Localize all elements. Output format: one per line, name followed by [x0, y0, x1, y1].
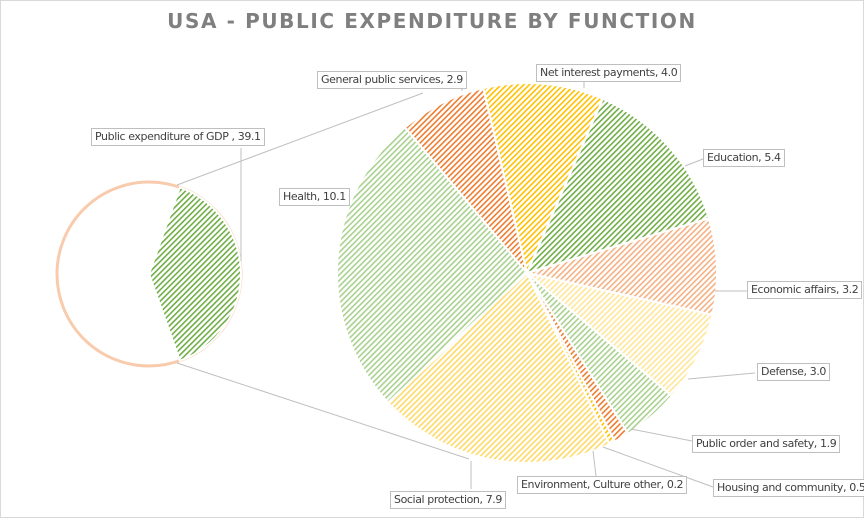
slice-education — [525, 97, 711, 275]
slice-public-expenditure-of-gdp — [147, 186, 242, 362]
slice-economic-affairs — [523, 216, 718, 317]
label-social-protection: Social protection, 7.9 — [390, 491, 506, 509]
primary-pie — [55, 180, 243, 368]
slice-social-protection — [386, 271, 611, 464]
label-housing-community: Housing and community, 0.5 — [713, 479, 864, 497]
label-public-order-safety: Public order and safety, 1.9 — [692, 435, 841, 453]
label-net-interest-payments: Net interest payments, 4.0 — [536, 64, 682, 82]
slice-net-interest-payments — [482, 82, 605, 277]
label-general-public-services: General public services, 2.9 — [317, 71, 467, 89]
label-public-expenditure: Public expenditure of GDP , 39.1 — [91, 128, 265, 146]
slice-health — [336, 126, 529, 404]
chart-title: USA - PUBLIC EXPENDITURE BY FUNCTION — [167, 9, 697, 33]
label-education: Education, 5.4 — [703, 149, 785, 167]
label-defense: Defense, 3.0 — [757, 363, 831, 381]
leader-lines — [176, 81, 756, 489]
label-environment-culture: Environment, Culture other, 0.2 — [517, 476, 688, 494]
label-health: Health, 10.1 — [279, 188, 350, 206]
secondary-pie — [336, 82, 718, 464]
label-economic-affairs: Economic affairs, 3.2 — [747, 281, 863, 299]
